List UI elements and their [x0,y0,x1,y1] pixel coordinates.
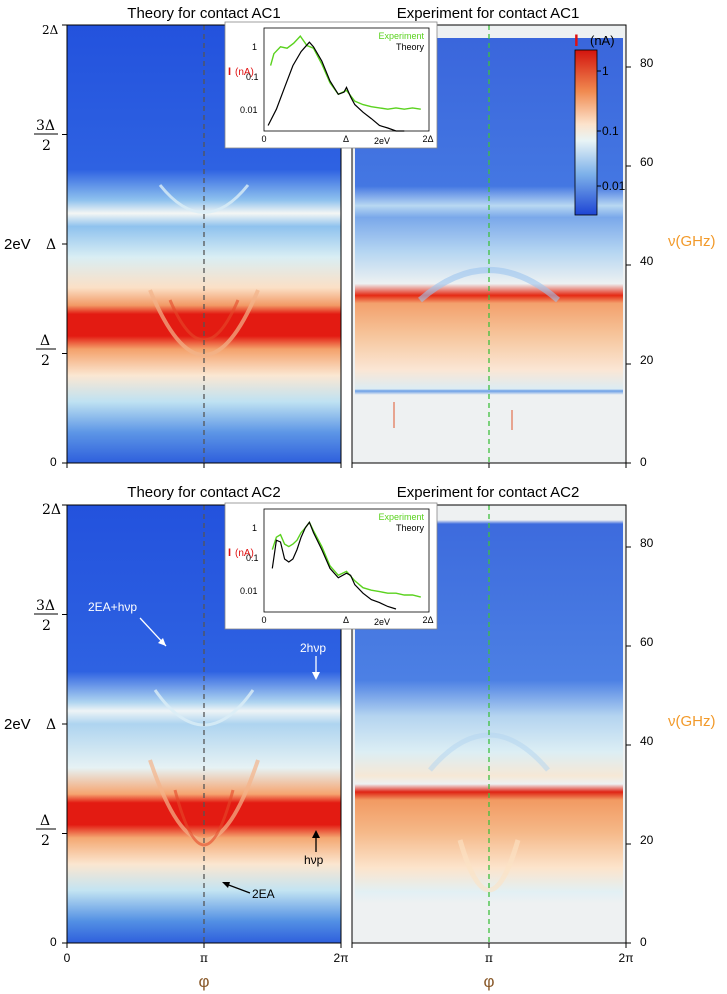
arrowhead-2hvp [312,672,320,680]
ytick-0-bot: 0 [50,935,57,949]
arrowhead-2ea [222,882,230,888]
nutick-20-bot: 20 [640,833,654,847]
inset-ac2-xtick-d: Δ [343,615,349,625]
nutick-40-bot: 40 [640,734,654,748]
nutick-40-top: 40 [640,254,654,268]
inset-ac2-xtick-2d: 2Δ [422,615,433,625]
tick-marks [62,24,631,948]
ytick-2d-top: 2Δ [42,23,59,37]
nutick-0-top: 0 [640,455,647,469]
colorbar: I (nA) 1 0.1 0.01 [574,31,626,216]
inset-ac2-ylabel-I: I [228,547,231,559]
yaxis-label-nu-top: ν(GHz) [668,233,716,250]
right-nu-axis-bottom: 80 60 40 20 0 ν(GHz) [640,536,716,949]
left-y-axis-top: 2Δ 3Δ 2 2eV Δ Δ 2 0 [4,23,59,469]
colorbar-tick-0.1: 0.1 [602,124,619,138]
ytick-half-num-bot: Δ [40,813,50,829]
inset-ac1-legend-th: Theory [396,42,425,52]
yaxis-label-2ev-top: 2eV [4,236,31,253]
annotation-2ea: 2EA [252,887,275,901]
arrowhead-hvp [312,830,320,838]
inset-ac1-legend-exp: Experiment [378,31,424,41]
annotation-arrow-2ea [225,883,251,894]
ytick-3half-den-top: 2 [42,138,51,154]
nutick-80-top: 80 [640,56,654,70]
xtick-2pi-left: 2π [334,951,349,965]
ytick-3half-num-top: 3Δ [36,118,55,134]
inset-ac2-ytick-0.01: 0.01 [240,586,258,596]
yaxis-label-2ev-bot: 2eV [4,716,31,733]
title-experiment-ac1: Experiment for contact AC1 [397,5,580,22]
ytick-0-top: 0 [50,455,57,469]
colorbar-label-unit: (nA) [590,33,615,48]
experiment-ac2-features [428,732,550,893]
inset-ac2: I (nA) 1 0.1 0.01 0 Δ 2eV 2Δ Experiment … [224,502,438,630]
inset-ac1-ytick-0.01: 0.01 [240,105,258,115]
inset-ac1: I (nA) 1 0.1 0.01 0 Δ 2eV 2Δ Experiment … [224,21,438,149]
inset-ac2-legend-exp: Experiment [378,512,424,522]
ytick-d-bot: Δ [46,717,56,733]
colorbar-tick-1: 1 [602,64,609,78]
xaxis-label-phi-left: φ [198,972,209,991]
inset-ac2-series-theory [271,521,397,610]
inset-ac1-ylabel-unit: (nA) [235,67,254,78]
annotation-2ea-hvp: 2EA+hνp [88,600,137,614]
xtick-2pi-right: 2π [619,951,634,965]
title-theory-ac2: Theory for contact AC2 [127,484,280,501]
inset-ac1-xtick-0: 0 [261,134,266,144]
ytick-d-top: Δ [46,237,56,253]
annotations: 2EA+hνp 2hνp hνp 2EA [88,600,326,901]
inset-ac2-xtick-0: 0 [261,615,266,625]
colorbar-label-I: I [574,31,579,50]
inset-ac1-xtick-d: Δ [343,134,349,144]
inset-ac2-legend-th: Theory [396,523,425,533]
inset-ac2-ytick-0.1: 0.1 [246,553,259,563]
inset-ac2-frame [263,508,430,613]
xtick-pi-left: π [200,951,208,965]
inset-ac1-series-theory [267,41,405,132]
inset-ac1-xlabel: 2eV [374,136,390,146]
inset-ac2-xlabel: 2eV [374,617,390,627]
ytick-half-den-top: 2 [41,353,50,369]
title-experiment-ac2: Experiment for contact AC2 [397,484,580,501]
xtick-pi-right: π [485,951,493,965]
inset-ac2-ytick-1: 1 [252,523,257,533]
nutick-60-top: 60 [640,155,654,169]
colorbar-tick-0.01: 0.01 [602,179,626,193]
colorbar-gradient [574,49,598,216]
arrowhead-2ea-hvp [158,638,166,646]
annotation-2hvp: 2hνp [300,641,326,655]
title-theory-ac1: Theory for contact AC1 [127,5,280,22]
yaxis-label-nu-bot: ν(GHz) [668,713,716,730]
ytick-2d-bot: 2Δ [42,502,61,518]
ytick-3half-den-bot: 2 [42,618,51,634]
nutick-0-bot: 0 [640,935,647,949]
nutick-20-top: 20 [640,353,654,367]
ytick-3half-num-bot: 3Δ [36,598,55,614]
left-y-axis-bottom: 2Δ 3Δ 2 2eV Δ Δ 2 0 [4,502,61,949]
ytick-half-num-top: Δ [40,333,50,349]
inset-ac1-ytick-0.1: 0.1 [246,72,259,82]
xaxis-label-phi-right: φ [483,972,494,991]
inset-ac2-ylabel-unit: (nA) [235,548,254,559]
inset-ac1-xtick-2d: 2Δ [422,134,433,144]
inset-ac1-ytick-1: 1 [252,42,257,52]
x-axis-bottom: 0 π 2π π 2π φ φ [64,951,634,991]
nutick-80-bot: 80 [640,536,654,550]
ytick-half-den-bot: 2 [41,833,50,849]
xtick-0: 0 [64,951,71,965]
right-nu-axis-top: 80 60 40 20 0 ν(GHz) [640,56,716,469]
inset-ac1-frame [263,27,430,132]
inset-ac2-series-experiment [271,520,421,598]
annotation-hvp: hνp [304,853,324,867]
inset-ac1-ylabel-I: I [228,66,231,78]
nutick-60-bot: 60 [640,635,654,649]
